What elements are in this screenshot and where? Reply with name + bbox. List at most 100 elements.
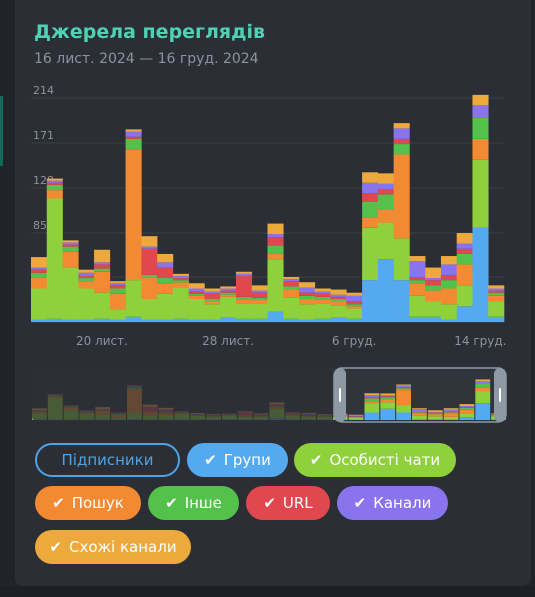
bar-segment (472, 117, 489, 139)
bar-segment (109, 288, 126, 294)
bar-segment (141, 236, 158, 247)
bar-segment (346, 308, 363, 319)
legend-chip-6[interactable]: ✔ URL (246, 486, 330, 520)
bar-segment (314, 318, 331, 322)
bar-segment (314, 291, 331, 294)
bar-segment (283, 297, 300, 319)
y-tick-label: 171 (33, 129, 54, 142)
bar-segment (440, 264, 457, 275)
legend-chip-8[interactable]: ✔ Схожі канали (35, 530, 191, 564)
bar-segment (362, 227, 379, 281)
navigator-dim (31, 368, 334, 422)
bar-segment (362, 217, 379, 228)
check-icon: ✔ (353, 494, 367, 512)
bar-segment (78, 288, 95, 320)
bar-segment (393, 238, 410, 281)
bar-segment (377, 194, 394, 210)
bar-segment (283, 281, 300, 287)
legend-chip-3[interactable]: ✔ Особисті чати (294, 443, 456, 477)
bar-segment (172, 278, 189, 281)
bar-segment (235, 271, 253, 274)
x-tick-label: 6 груд. (332, 334, 377, 348)
bar-segment (204, 288, 221, 292)
bar-segment (31, 278, 48, 289)
bar-segment (314, 296, 331, 301)
bar-segment (125, 138, 142, 150)
navigator-bar (348, 415, 364, 417)
navigator-bar (412, 411, 427, 413)
bar-segment (472, 94, 489, 106)
bar-segment (488, 288, 505, 291)
navigator-bar (412, 409, 427, 412)
bar-segment (377, 222, 394, 260)
navigator-bar (443, 414, 459, 417)
bar-segment (204, 319, 221, 322)
bar-segment (157, 278, 174, 284)
navigator-bar (412, 415, 427, 420)
bar-segment (220, 296, 237, 318)
navigator-bar (459, 405, 475, 407)
navigator-bar (459, 406, 475, 408)
check-icon: ✔ (263, 494, 276, 512)
navigator-bar (475, 391, 491, 404)
bar-segment (141, 319, 158, 322)
bar-segment (109, 285, 126, 289)
navigator-bar (396, 412, 411, 420)
navigator-bar (443, 408, 459, 410)
bar-segment (409, 295, 426, 317)
bar-segment (94, 268, 111, 272)
bar-segment (488, 295, 505, 302)
x-tick-label: 20 лист. (76, 334, 128, 348)
navigator (31, 367, 507, 423)
check-icon: ✔ (309, 451, 323, 469)
bar-segment (235, 296, 253, 301)
bar-segment (377, 210, 394, 223)
bar-segment (456, 243, 473, 249)
bar-segment (346, 306, 363, 309)
bar-segment (472, 138, 489, 160)
stacked-bar-chart: 08512817121420 лист.28 лист.6 груд.14 гр… (31, 84, 507, 423)
legend-chip-1[interactable]: Підписники (35, 443, 180, 477)
navigator-bar (427, 412, 443, 414)
bar-segment (172, 287, 189, 319)
bar-segment (94, 264, 111, 269)
navigator-bar (459, 413, 475, 418)
navigator-bar (364, 397, 380, 399)
bar-segment (94, 249, 111, 263)
legend-chip-2[interactable]: ✔ Групи (187, 443, 288, 477)
bar-segment (409, 256, 426, 262)
legend-chip-label: Групи (223, 451, 271, 469)
bar-segment (346, 304, 363, 307)
navigator-bar (459, 417, 475, 420)
bar-segment (409, 283, 426, 296)
bar-segment (78, 275, 95, 279)
bar-segment (220, 292, 237, 295)
bar-segment (109, 319, 126, 322)
legend-chip-4[interactable]: ✔ Пошук (35, 486, 141, 520)
bar-segment (267, 253, 284, 260)
bar-segment (267, 245, 284, 254)
navigator-bar (427, 416, 443, 420)
check-icon: ✔ (49, 538, 62, 556)
bar-segment (141, 298, 158, 320)
navigator-bar (348, 414, 364, 416)
bar-segment (425, 280, 442, 286)
bar-segment (157, 262, 174, 268)
bar-segment (456, 264, 473, 286)
x-tick-label: 28 лист. (202, 334, 254, 348)
bar-segment (157, 283, 174, 294)
bar-segment (330, 305, 347, 318)
bar-segment (172, 273, 189, 276)
bar-segment (299, 304, 316, 320)
navigator-bar (475, 387, 491, 392)
legend-chip-5[interactable]: ✔ Інше (148, 486, 239, 520)
legend-chip-7[interactable]: ✔ Канали (337, 486, 448, 520)
bar-segment (409, 261, 426, 277)
bar-segment (330, 289, 347, 295)
bar-segment (362, 182, 379, 194)
bar-segment (346, 318, 363, 322)
bar-segment (220, 290, 237, 293)
bar-segment (251, 297, 268, 301)
bar-segment (425, 316, 442, 322)
bar-segment (362, 172, 379, 183)
